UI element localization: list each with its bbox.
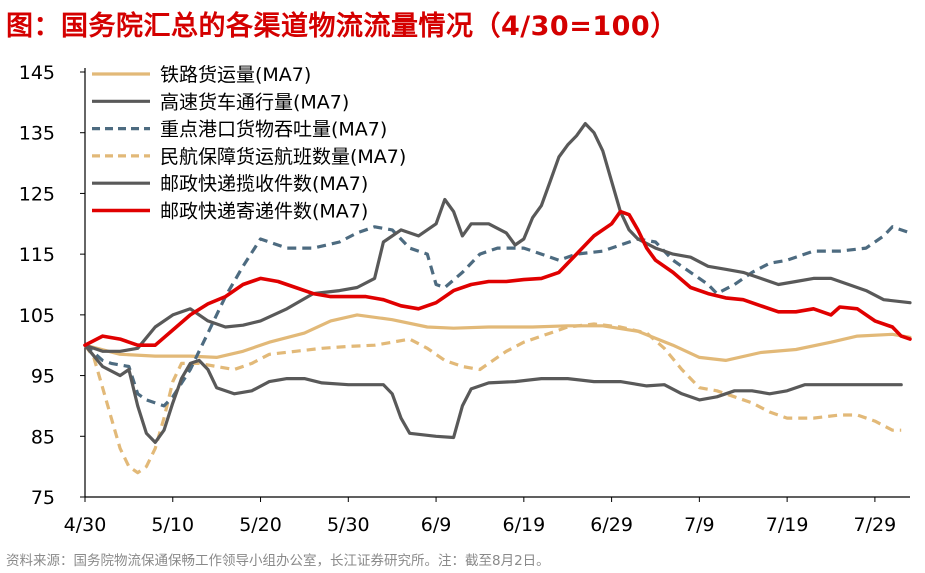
chart-series [83,122,912,475]
x-tick-label: 7/19 [766,514,809,536]
legend-label-0: 铁路货运量(MA7) [160,64,311,86]
y-tick-label: 145 [19,62,55,84]
legend-label-5: 邮政快递寄递件数(MA7) [160,201,368,223]
y-tick-label: 135 [19,123,55,145]
legend-label-4: 邮政快递揽收件数(MA7) [160,173,368,195]
x-tick-label: 4/30 [64,514,107,536]
x-tick-label: 7/29 [854,514,897,536]
y-tick-label: 115 [19,244,55,266]
page-title: 图：国务院汇总的各渠道物流流量情况（4/30=100） [6,11,678,42]
x-tick-label: 6/9 [421,514,452,536]
y-tick-label: 105 [19,305,55,327]
x-tick-label: 6/29 [590,514,633,536]
chart-axes: 75 85 95 105 115 125 135 145 4/30 5/10 5/20 5/30 6/9… [19,62,910,536]
series-line-0 [83,313,912,362]
y-tick-label: 95 [31,366,55,388]
x-tick-label: 5/20 [239,514,282,536]
y-tick-label: 85 [31,426,55,448]
series-line-3 [83,322,902,475]
series-line-4 [83,122,912,353]
x-tick-label: 5/30 [327,514,370,536]
y-tick-label: 75 [31,487,55,509]
source-note: 资料来源：国务院物流保通保畅工作领导小组办公室，长江证券研究所。注：截至8月2日… [6,553,550,569]
x-tick-label: 7/9 [684,514,715,536]
legend-label-1: 高速货车通行量(MA7) [160,91,349,113]
series-line-5 [83,209,912,347]
legend-label-2: 重点港口货物吞吐量(MA7) [160,119,387,141]
x-tick-label: 6/19 [502,514,545,536]
legend-label-3: 民航保障货运航班数量(MA7) [160,146,406,168]
x-tick-label: 5/10 [151,514,194,536]
series-line-2 [83,225,911,408]
y-tick-label: 125 [19,183,55,205]
chart-legend: 铁路货运量(MA7) 高速货车通行量(MA7) 重点港口货物吞吐量(MA7) 民航保障… [92,64,406,223]
series-line-1 [83,343,903,444]
